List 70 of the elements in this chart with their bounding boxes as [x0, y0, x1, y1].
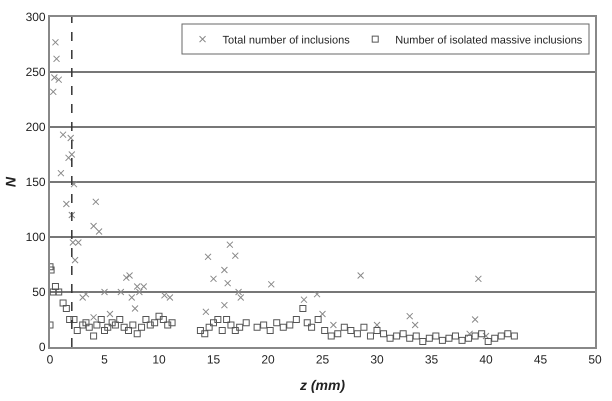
point	[224, 280, 232, 287]
y-tick-label: 150	[26, 175, 46, 190]
point	[330, 322, 337, 328]
point	[101, 288, 108, 296]
point	[72, 256, 79, 264]
point	[237, 294, 244, 301]
legend-label: Number of isolated massive inclusions	[395, 34, 583, 46]
y-axis-title: N	[2, 176, 19, 188]
x-tick-label: 35	[424, 352, 438, 366]
x-tick-label: 10	[152, 352, 166, 366]
x-axis-title: z (mm)	[298, 377, 346, 394]
point	[67, 134, 74, 142]
point	[268, 280, 275, 288]
point	[57, 170, 64, 177]
point	[60, 131, 67, 138]
y-tick-label: 250	[26, 65, 46, 80]
point	[68, 151, 76, 158]
x-tick-label: 40	[479, 352, 493, 366]
x-tick-label: 5	[101, 352, 108, 366]
point	[136, 288, 143, 296]
legend-label: Total number of inclusions	[222, 34, 350, 46]
point	[202, 308, 210, 316]
point	[482, 332, 490, 340]
point	[50, 88, 57, 96]
point	[474, 275, 482, 282]
point	[117, 288, 124, 296]
x-tick-label: 25	[316, 352, 330, 366]
point	[226, 241, 234, 248]
point	[90, 222, 98, 230]
point	[357, 272, 364, 279]
x-tick-label: 15	[206, 352, 220, 366]
point	[62, 200, 70, 208]
x-tick-label: 45	[534, 352, 548, 366]
point	[70, 180, 78, 188]
point	[52, 38, 59, 46]
point	[466, 330, 474, 338]
point	[300, 296, 308, 304]
point	[65, 154, 72, 162]
x-tick-label: 30	[370, 352, 384, 366]
point	[220, 266, 228, 274]
x-tick-label: 50	[588, 352, 602, 366]
point	[472, 316, 479, 323]
point	[92, 198, 100, 206]
point	[126, 272, 134, 279]
point	[406, 312, 414, 320]
y-tick-label: 0	[38, 340, 46, 354]
point	[235, 288, 242, 296]
point	[68, 212, 76, 218]
point	[96, 228, 103, 235]
point	[412, 322, 419, 328]
y-tick-label: 300	[26, 10, 46, 24]
point	[314, 290, 321, 298]
point	[210, 275, 217, 282]
point	[132, 305, 139, 312]
y-tick-label: 50	[32, 285, 46, 300]
point	[106, 310, 114, 318]
point	[220, 302, 228, 309]
point	[82, 290, 90, 298]
point	[374, 322, 380, 328]
x-tick-label: 20	[261, 352, 275, 366]
point	[232, 252, 239, 260]
y-tick-label: 100	[26, 230, 46, 244]
point	[128, 294, 136, 301]
point	[122, 274, 130, 282]
y-tick-label: 200	[26, 120, 46, 134]
point	[79, 294, 86, 301]
point	[204, 253, 212, 260]
point	[53, 55, 60, 62]
point	[319, 310, 326, 318]
point	[90, 314, 98, 321]
